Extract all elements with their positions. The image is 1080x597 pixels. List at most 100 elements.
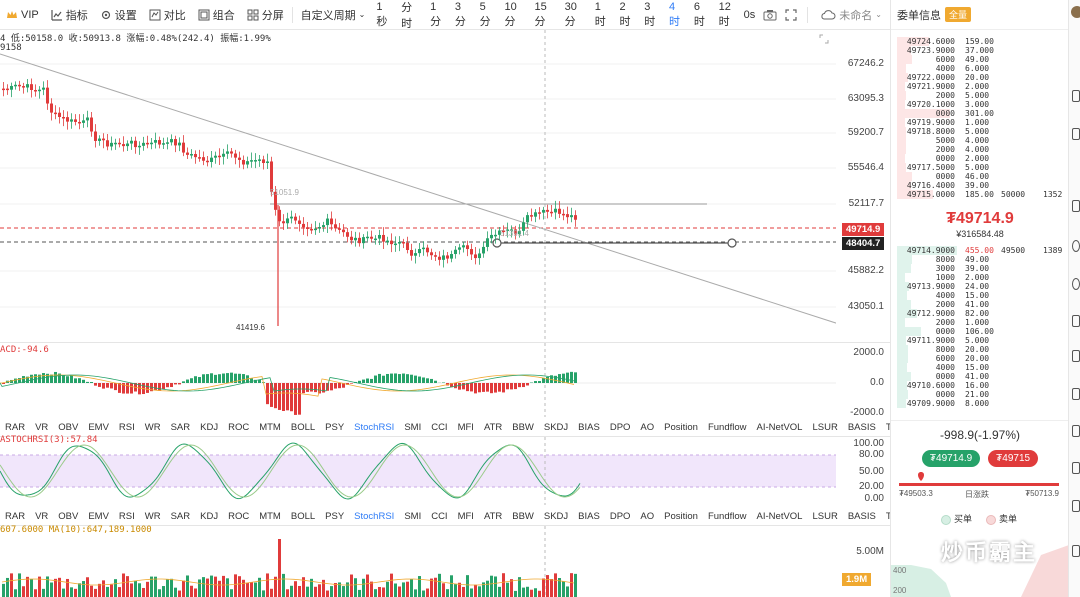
settings-button[interactable]: 设置	[94, 0, 143, 30]
indicator-tab-8[interactable]: ROC	[228, 421, 250, 433]
ask-row[interactable]: 49722.0000 20.00	[891, 73, 1069, 82]
indicator-tab-16[interactable]: ATR	[483, 421, 503, 433]
ask-row[interactable]: 49719.9000 1.000	[891, 118, 1069, 127]
camera-icon[interactable]	[763, 9, 777, 21]
indicator-tab-13[interactable]: SMI	[404, 421, 422, 433]
ask-row[interactable]: 49724.6000 159.00	[891, 37, 1069, 46]
indicator-tab-17[interactable]: BBW	[512, 510, 534, 522]
bid-row[interactable]: 0000 21.00	[891, 390, 1069, 399]
seconds-toggle[interactable]: 0s	[743, 8, 756, 21]
chart-area[interactable]: 41419.6 51051.9 51391.4 67246.2 63095.3 5920…	[0, 30, 1062, 597]
ask-row[interactable]: 2000 4.000	[891, 145, 1069, 154]
indicator-tab-19[interactable]: BIAS	[578, 510, 600, 522]
ask-row[interactable]: 2000 5.000	[891, 91, 1069, 100]
indicator-tab-0[interactable]: RAR	[5, 510, 26, 522]
ask-row[interactable]: 49715.0000 185.00 50000 1352	[891, 190, 1069, 199]
timeframe-0[interactable]: 1秒	[376, 0, 388, 28]
ask-row[interactable]: 0000 46.00	[891, 172, 1069, 181]
indicator-tab-11[interactable]: PSY	[325, 421, 345, 433]
indicator-tab-11[interactable]: PSY	[325, 510, 345, 522]
timeframe-4[interactable]: 5分	[479, 0, 491, 28]
expand-icon[interactable]	[818, 33, 830, 45]
indicator-tab-8[interactable]: ROC	[228, 510, 250, 522]
indicator-tab-2[interactable]: OBV	[58, 510, 79, 522]
tool-icon-11[interactable]	[1072, 500, 1080, 512]
stochrsi-pane[interactable]	[0, 437, 836, 505]
indicator-tab-5[interactable]: WR	[144, 421, 161, 433]
timeframe-10[interactable]: 3时	[644, 0, 656, 28]
indicator-tab-17[interactable]: BBW	[512, 421, 534, 433]
indicator-tab-12[interactable]: StochRSI	[354, 421, 395, 433]
indicator-tab-24[interactable]: AI-NetVOL	[756, 510, 803, 522]
tool-icon-10[interactable]	[1072, 462, 1080, 474]
tool-icon-4[interactable]	[1072, 240, 1080, 252]
timeframe-7[interactable]: 30分	[564, 0, 577, 28]
compare-button[interactable]: 对比	[143, 0, 192, 30]
indicators-button[interactable]: 指标	[45, 0, 94, 30]
indicator-tab-16[interactable]: ATR	[483, 510, 503, 522]
indicator-tab-14[interactable]: CCI	[431, 421, 448, 433]
vip-button[interactable]: VIP	[0, 0, 45, 30]
ask-row[interactable]: 6000 49.00	[891, 55, 1069, 64]
indicator-tab-20[interactable]: DPO	[609, 510, 631, 522]
indicator-tab-9[interactable]: MTM	[259, 421, 281, 433]
bid-row[interactable]: 49714.9000 455.00 49500 1389	[891, 246, 1069, 255]
ask-row[interactable]: 0000 301.00	[891, 109, 1069, 118]
bid-row[interactable]: 1000 2.000	[891, 273, 1069, 282]
bid-row[interactable]: 49710.6000 16.00	[891, 381, 1069, 390]
indicator-tab-21[interactable]: AO	[640, 510, 655, 522]
bid-row[interactable]: 4000 15.00	[891, 363, 1069, 372]
bid-row[interactable]: 49711.9000 5.000	[891, 336, 1069, 345]
bid-row[interactable]: 0000 106.00	[891, 327, 1069, 336]
indicator-tab-22[interactable]: Position	[664, 510, 698, 522]
tool-icon-3[interactable]	[1072, 200, 1080, 212]
ask-row[interactable]: 49721.9000 2.000	[891, 82, 1069, 91]
indicator-tab-6[interactable]: SAR	[170, 421, 191, 433]
indicator-tab-0[interactable]: RAR	[5, 421, 26, 433]
indicator-tab-4[interactable]: RSI	[118, 421, 135, 433]
indicator-tab-15[interactable]: MFI	[457, 510, 474, 522]
indicator-tab-4[interactable]: RSI	[118, 510, 135, 522]
indicator-tab-23[interactable]: Fundflow	[707, 510, 747, 522]
full-depth-badge[interactable]: 全量	[945, 7, 972, 22]
timeframe-6[interactable]: 15分	[534, 0, 547, 28]
tool-icon-9[interactable]	[1072, 425, 1080, 437]
indicator-tab-22[interactable]: Position	[664, 421, 698, 433]
ask-row[interactable]: 0000 2.000	[891, 154, 1069, 163]
bid-row[interactable]: 49713.9000 24.00	[891, 282, 1069, 291]
indicator-tab-15[interactable]: MFI	[457, 421, 474, 433]
indicator-tab-18[interactable]: SKDJ	[543, 421, 569, 433]
tool-icon-5[interactable]	[1072, 278, 1080, 290]
indicator-tab-23[interactable]: Fundflow	[707, 421, 747, 433]
indicator-tab-6[interactable]: SAR	[170, 510, 191, 522]
bid-row[interactable]: 2000 41.00	[891, 300, 1069, 309]
indicator-tab-25[interactable]: LSUR	[812, 421, 838, 433]
indicator-tab-2[interactable]: OBV	[58, 421, 79, 433]
timeframe-11[interactable]: 4时	[669, 0, 681, 28]
indicator-tab-9[interactable]: MTM	[259, 510, 281, 522]
split-screen-button[interactable]: 分屏	[241, 0, 290, 30]
volume-pane[interactable]	[0, 526, 836, 597]
ask-row[interactable]: 4000 6.000	[891, 64, 1069, 73]
indicator-tab-12[interactable]: StochRSI	[354, 510, 395, 522]
timeframe-3[interactable]: 3分	[454, 0, 466, 28]
ask-row[interactable]: 49718.8000 5.000	[891, 127, 1069, 136]
indicator-tab-7[interactable]: KDJ	[200, 421, 219, 433]
buy-price-pill[interactable]: ₮49714.9	[921, 450, 981, 467]
indicator-tab-25[interactable]: LSUR	[812, 510, 838, 522]
indicator-tab-18[interactable]: SKDJ	[543, 510, 569, 522]
indicator-tab-10[interactable]: BOLL	[290, 510, 316, 522]
tool-icon-12[interactable]	[1072, 545, 1080, 557]
indicator-tab-13[interactable]: SMI	[404, 510, 422, 522]
indicator-tab-7[interactable]: KDJ	[200, 510, 219, 522]
indicator-tab-20[interactable]: DPO	[609, 421, 631, 433]
ask-row[interactable]: 49717.5000 5.000	[891, 163, 1069, 172]
bid-row[interactable]: 6000 20.00	[891, 354, 1069, 363]
indicator-tab-3[interactable]: EMV	[88, 421, 109, 433]
indicator-tab-24[interactable]: AI-NetVOL	[756, 421, 803, 433]
timeframe-1[interactable]: 分时	[401, 1, 413, 30]
bid-row[interactable]: 2000 1.000	[891, 318, 1069, 327]
bid-row[interactable]: 49712.9000 82.00	[891, 309, 1069, 318]
indicator-tab-26[interactable]: BASIS	[847, 510, 876, 522]
bid-row[interactable]: 3000 39.00	[891, 264, 1069, 273]
